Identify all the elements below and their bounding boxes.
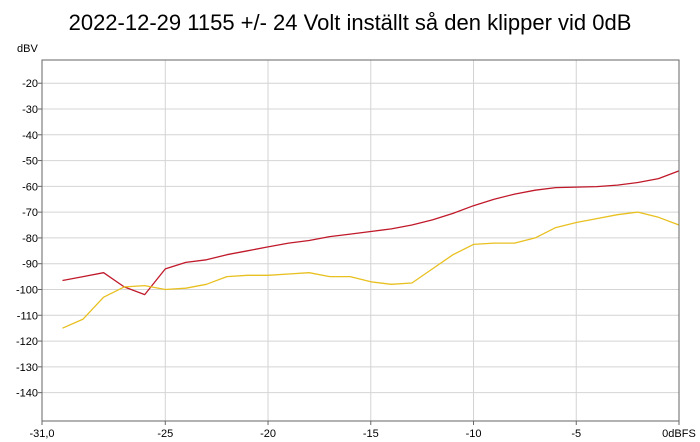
y-tick-label: -50: [22, 156, 38, 168]
y-axis: -20 -30 -40 -50 -60 -70 -80 -90 -100 -110 -120 -130…: [16, 78, 42, 400]
y-axis-unit-label: dBV: [17, 43, 38, 55]
chart-title: 2022-12-29 1155 +/- 24 Volt inställt så …: [69, 10, 632, 35]
x-tick-label: -10: [466, 428, 482, 440]
y-tick-label: -40: [22, 130, 38, 142]
y-tick-label: -120: [16, 336, 38, 348]
series-line-1: [62, 170, 680, 296]
y-tick-label: -130: [16, 362, 38, 374]
y-tick-label: -60: [22, 181, 38, 193]
y-tick-label: -70: [22, 207, 38, 219]
x-tick-label: -25: [157, 428, 173, 440]
y-tick-label: -90: [22, 259, 38, 271]
plot-area: [42, 60, 679, 421]
y-tick-label: -20: [22, 78, 38, 90]
y-tick-label: -30: [22, 104, 38, 116]
series-layer: [62, 170, 680, 329]
series-line-2: [62, 211, 680, 329]
y-tick-label: -140: [16, 388, 38, 400]
x-tick-label: -5: [571, 428, 581, 440]
x-tick-label: -31,0: [29, 428, 54, 440]
x-tick-label: 0dBFS: [662, 428, 696, 440]
x-axis: -31,0 -25 -20 -15 -10 -5 0dBFS: [29, 421, 696, 440]
y-tick-label: -100: [16, 284, 38, 296]
plot-frame: [41, 59, 680, 422]
x-tick-label: -15: [363, 428, 379, 440]
y-tick-label: -80: [22, 233, 38, 245]
y-tick-label: -110: [17, 310, 38, 322]
x-tick-label: -20: [260, 428, 276, 440]
